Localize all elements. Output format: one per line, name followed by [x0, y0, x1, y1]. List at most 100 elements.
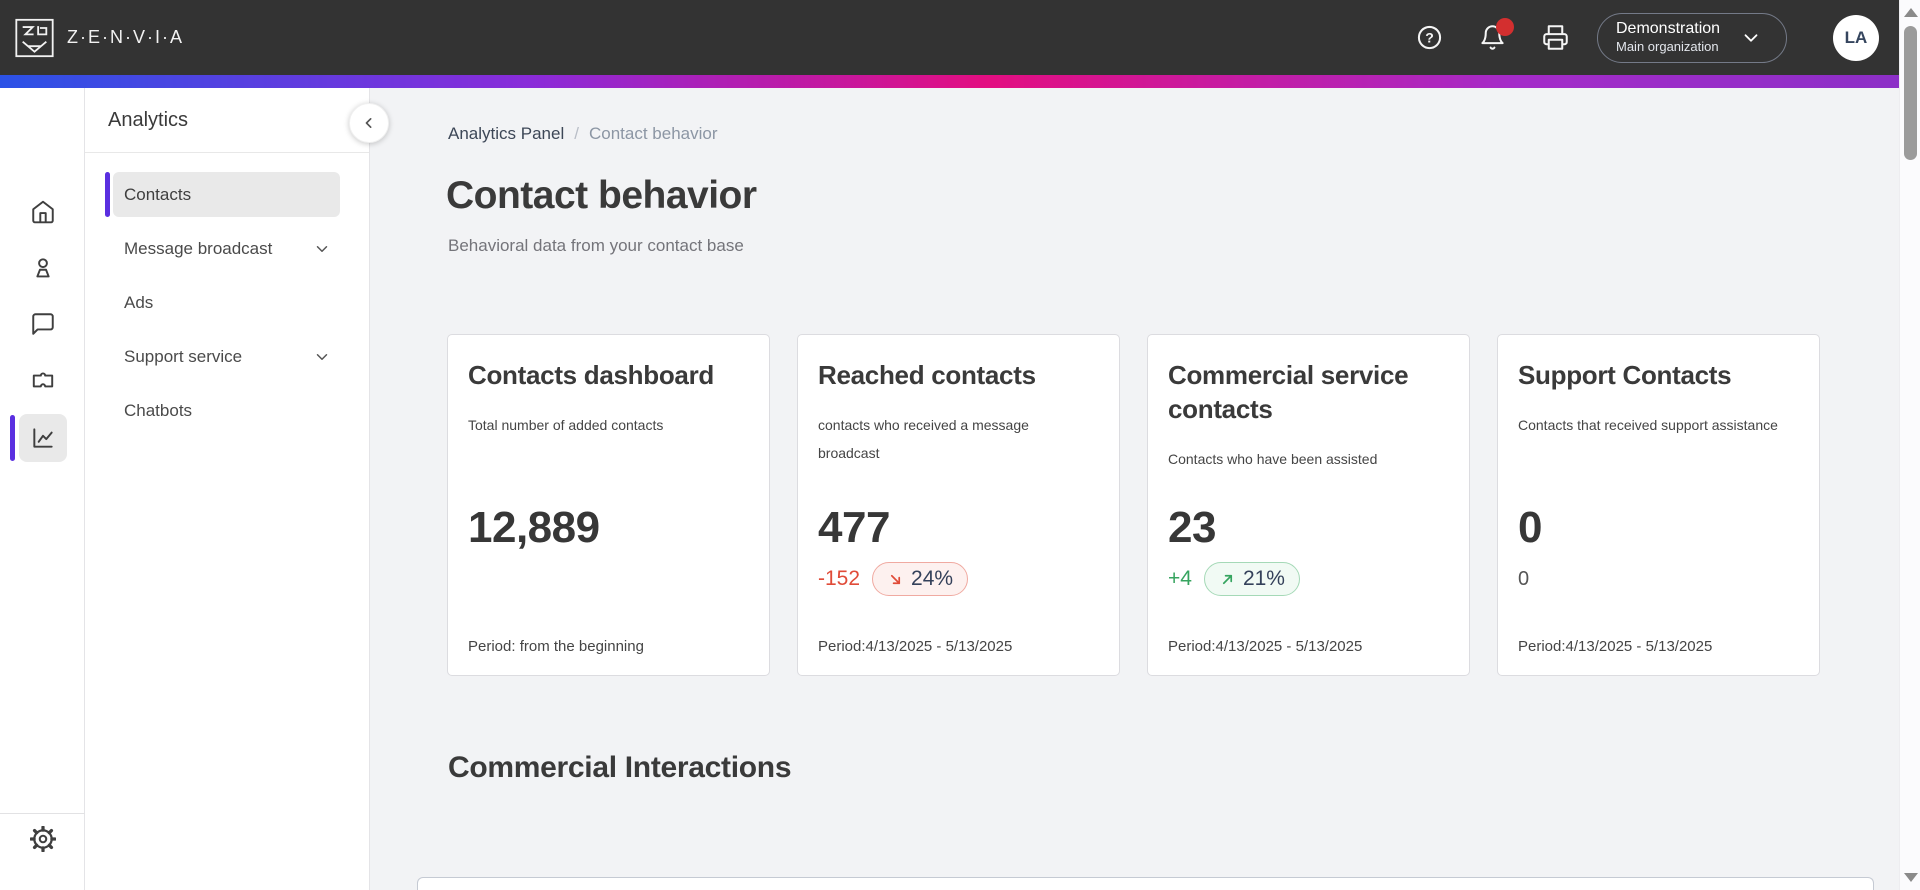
- org-name: Demonstration: [1616, 20, 1721, 38]
- breadcrumb-analytics-panel[interactable]: Analytics Panel: [448, 124, 565, 143]
- rail-active-indicator: [10, 415, 15, 461]
- card-description: contacts who received a message broadcas…: [818, 416, 1029, 462]
- panel-header: Analytics: [85, 88, 369, 153]
- help-button[interactable]: ?: [1416, 24, 1443, 51]
- sidebar-item-label: Message broadcast: [124, 238, 273, 258]
- sidebar-item-ads[interactable]: Ads: [113, 280, 340, 325]
- sidebar-rail-conversations[interactable]: [19, 300, 67, 348]
- home-icon: [32, 200, 54, 224]
- zenvia-logo-icon: [15, 18, 54, 57]
- sidebar-item-chatbots[interactable]: Chatbots: [113, 388, 340, 433]
- card-value: 12,889: [468, 503, 600, 552]
- sidebar-rail-contacts[interactable]: [19, 244, 67, 292]
- sidebar-item-label: Chatbots: [124, 400, 193, 420]
- panel-title: Analytics: [108, 108, 189, 131]
- bell-icon: [1481, 25, 1504, 50]
- card-period: Period:4/13/2025 - 5/13/2025: [1168, 638, 1363, 655]
- user-icon: [36, 258, 50, 278]
- card-value: 0: [1518, 503, 1542, 552]
- card-value: 23: [1168, 503, 1216, 552]
- chat-bubble-icon: [32, 313, 54, 335]
- card-period: Period:4/13/2025 - 5/13/2025: [818, 638, 1013, 655]
- breadcrumb-current: Contact behavior: [588, 124, 718, 143]
- print-button[interactable]: [1542, 24, 1569, 51]
- page-subtitle: Behavioral data from your contact base: [448, 236, 744, 255]
- card-support-contacts: Support Contacts Contacts that received …: [1497, 334, 1820, 676]
- top-bar-actions: ? Demonstration Main organization: [1380, 12, 1879, 63]
- chevron-left-icon: [365, 118, 372, 128]
- card-delta-row: -152 24%: [818, 561, 969, 597]
- org-detail: Main organization: [1616, 39, 1719, 55]
- org-switcher-text: Demonstration Main organization: [1616, 19, 1720, 55]
- avatar[interactable]: LA: [1833, 14, 1879, 61]
- delta-value: -152: [818, 567, 861, 590]
- active-item-indicator: [105, 172, 110, 217]
- commercial-interactions-card-partial: [417, 877, 1874, 890]
- card-delta-row: +4 21%: [1168, 561, 1300, 597]
- section-title-commercial-interactions: Commercial Interactions: [448, 751, 792, 784]
- card-commercial-service-contacts: Commercial service contacts Contacts who…: [1147, 334, 1470, 676]
- panel-collapse-button[interactable]: [349, 103, 389, 143]
- trend-badge: 24%: [872, 562, 969, 596]
- main-content: Analytics Panel / Contact behavior Conta…: [370, 88, 1899, 890]
- sidebar-item-label: Contacts: [124, 184, 192, 204]
- card-title: Reached contacts: [818, 360, 1036, 390]
- arrow-up-right-icon: [1222, 574, 1233, 584]
- trend-percent: 21%: [1242, 567, 1285, 590]
- sidebar-rail-analytics[interactable]: [19, 414, 67, 462]
- sidebar-item-label: Ads: [124, 292, 154, 312]
- card-reached-contacts: Reached contacts contacts who received a…: [797, 334, 1120, 676]
- help-icon: ?: [1417, 25, 1442, 50]
- card-delta-row: 0: [1518, 561, 1529, 597]
- brand-gradient-bar: [0, 75, 1899, 88]
- card-period: Period:4/13/2025 - 5/13/2025: [1518, 638, 1713, 655]
- scrollbar[interactable]: [1899, 0, 1920, 890]
- notifications-button[interactable]: [1479, 18, 1514, 51]
- svg-text:?: ?: [1425, 29, 1434, 45]
- avatar-initials: LA: [1844, 27, 1868, 47]
- sidebar-item-label: Support service: [124, 346, 243, 366]
- card-description: Contacts who have been assisted: [1168, 450, 1378, 467]
- sidebar-rail-home[interactable]: [19, 188, 67, 236]
- trend-percent: 24%: [911, 567, 954, 590]
- icon-rail: [0, 88, 85, 890]
- page-title: Contact behavior: [446, 174, 757, 217]
- scrollbar-thumb[interactable]: [1903, 26, 1917, 160]
- printer-icon: [1543, 25, 1568, 50]
- analytics-menu: Contacts Message broadcast Ads Support s…: [85, 172, 369, 433]
- chevron-down-icon: [316, 246, 328, 252]
- card-period: Period: from the beginning: [468, 638, 644, 655]
- card-title: Commercial service contacts: [1168, 360, 1409, 424]
- trend-badge: 21%: [1203, 562, 1300, 596]
- sidebar-rail-tickets[interactable]: [19, 357, 67, 405]
- sidebar-rail-settings[interactable]: [19, 815, 67, 863]
- scrollbar-up-arrow[interactable]: [1904, 8, 1918, 17]
- line-chart-icon: [33, 428, 53, 448]
- card-title: Contacts dashboard: [468, 360, 714, 390]
- delta-value: 0: [1518, 567, 1530, 590]
- breadcrumb: Analytics Panel / Contact behavior: [448, 124, 718, 144]
- zenvia-logo[interactable]: Z·E·N·V·I·A: [14, 18, 184, 58]
- rail-divider: [0, 813, 85, 814]
- arrow-down-right-icon: [890, 574, 901, 584]
- sidebar-item-support-service[interactable]: Support service: [113, 334, 340, 379]
- analytics-panel: Analytics Contacts Message broadcast Ads…: [85, 88, 389, 890]
- card-contacts-dashboard: Contacts dashboard Total number of added…: [447, 334, 770, 676]
- summary-cards-row: Contacts dashboard Total number of added…: [447, 334, 1820, 676]
- card-title: Support Contacts: [1518, 360, 1732, 390]
- card-value: 477: [818, 503, 890, 552]
- ticket-icon: [32, 372, 54, 388]
- notification-unread-dot: [1496, 18, 1514, 36]
- org-switcher[interactable]: Demonstration Main organization: [1597, 12, 1787, 63]
- chevron-down-icon: [1744, 33, 1758, 42]
- card-description: Contacts that received support assistanc…: [1518, 416, 1778, 433]
- brand-text: Z·E·N·V·I·A: [67, 27, 184, 47]
- sidebar-item-message-broadcast[interactable]: Message broadcast: [113, 226, 340, 271]
- scrollbar-down-arrow[interactable]: [1904, 873, 1918, 882]
- top-bar: Z·E·N·V·I·A ? Demonstration: [0, 0, 1899, 75]
- chevron-down-icon: [316, 354, 328, 360]
- sidebar-item-contacts[interactable]: Contacts: [105, 172, 340, 217]
- card-description: Total number of added contacts: [468, 416, 664, 433]
- delta-value: +4: [1168, 567, 1192, 590]
- gear-icon: [30, 826, 56, 852]
